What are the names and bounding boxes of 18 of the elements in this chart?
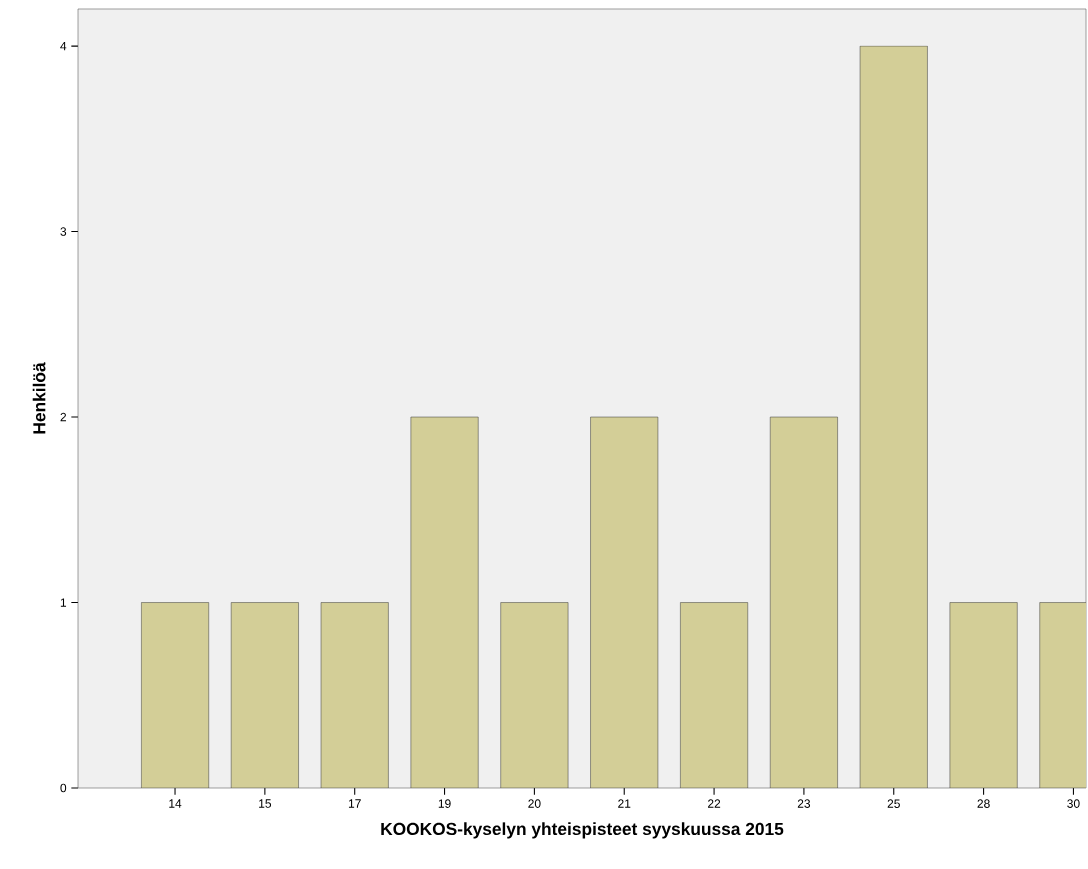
x-tick-label: 14	[169, 799, 182, 808]
x-tick-label: 28	[977, 799, 990, 808]
y-tick-label: 4	[60, 41, 67, 51]
y-tick-label: 3	[60, 227, 67, 236]
x-tick-label: 23	[797, 799, 811, 808]
y-tick-label: 1	[60, 598, 67, 607]
x-tick-label: 19	[438, 799, 451, 808]
x-tick-label: 25	[887, 799, 900, 808]
x-tick-label: 30	[1067, 799, 1080, 808]
x-tick-label: 15	[259, 799, 272, 808]
x-tick-label: 20	[528, 799, 541, 808]
x-axis-title: KOOKOS-kyselyn yhteispisteet syyskuussa 2015	[381, 822, 784, 839]
x-tick-label: 22	[708, 799, 721, 808]
x-tick-label: 17	[348, 799, 361, 808]
x-tick-label: 21	[618, 799, 631, 808]
y-axis-title: Henkilöä	[32, 362, 46, 434]
y-tick-label: 2	[60, 412, 67, 422]
y-tick-label: 0	[60, 783, 67, 793]
